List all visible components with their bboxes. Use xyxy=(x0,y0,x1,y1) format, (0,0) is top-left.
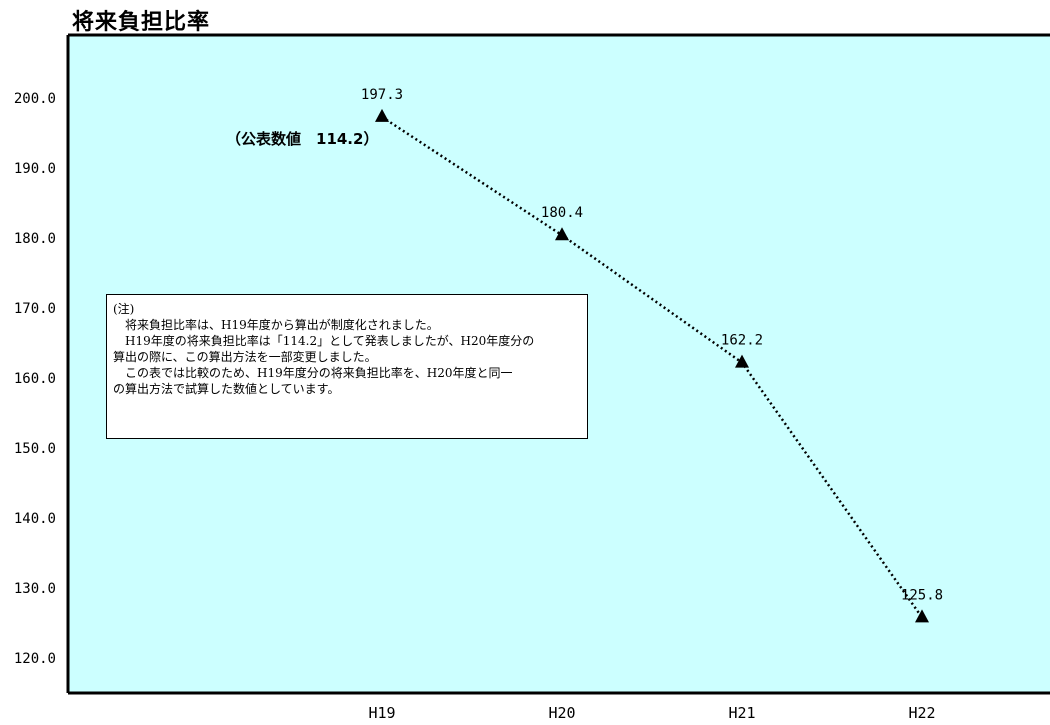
y-tick-label: 170.0 xyxy=(14,301,56,317)
x-tick-label: H22 xyxy=(908,704,935,722)
x-tick-label: H19 xyxy=(368,704,395,722)
y-tick-label: 120.0 xyxy=(14,651,56,667)
note-line: (注) xyxy=(113,302,135,316)
data-label: 162.2 xyxy=(721,333,763,349)
x-tick-label: H20 xyxy=(548,704,575,722)
data-point-marker xyxy=(555,227,569,241)
series-line xyxy=(381,115,924,619)
y-tick-label: 140.0 xyxy=(14,511,56,527)
published-value-annotation: （公表数値 114.2） xyxy=(226,130,378,148)
data-point-marker xyxy=(375,108,389,122)
chart-title: 将来負担比率 xyxy=(72,10,211,35)
y-tick-label: 130.0 xyxy=(14,581,56,597)
note-line: 将来負担比率は、H19年度から算出が制度化されました。 xyxy=(113,318,439,332)
note-line: この表では比較のため、H19年度分の将来負担比率を、H20年度と同一 xyxy=(113,366,513,380)
y-tick-label: 180.0 xyxy=(14,231,56,247)
note-line: H19年度の将来負担比率は「114.2」として発表しましたが、H20年度分の xyxy=(113,334,535,348)
y-tick-label: 200.0 xyxy=(14,91,56,107)
data-point-marker xyxy=(915,609,929,623)
note-line: の算出方法で試算した数値としています。 xyxy=(113,382,340,396)
y-tick-label: 160.0 xyxy=(14,371,56,387)
data-label: 180.4 xyxy=(541,205,583,221)
x-tick-label: H21 xyxy=(728,704,755,722)
data-point-marker xyxy=(735,354,749,368)
note-box: (注) 将来負担比率は、H19年度から算出が制度化されました。 H19年度の将来… xyxy=(106,294,588,439)
y-tick-label: 150.0 xyxy=(14,441,56,457)
y-tick-label: 190.0 xyxy=(14,161,56,177)
note-line: 算出の際に、この算出方法を一部変更しました。 xyxy=(113,350,377,364)
data-label: 197.3 xyxy=(361,87,403,103)
data-label: 125.8 xyxy=(901,587,943,603)
